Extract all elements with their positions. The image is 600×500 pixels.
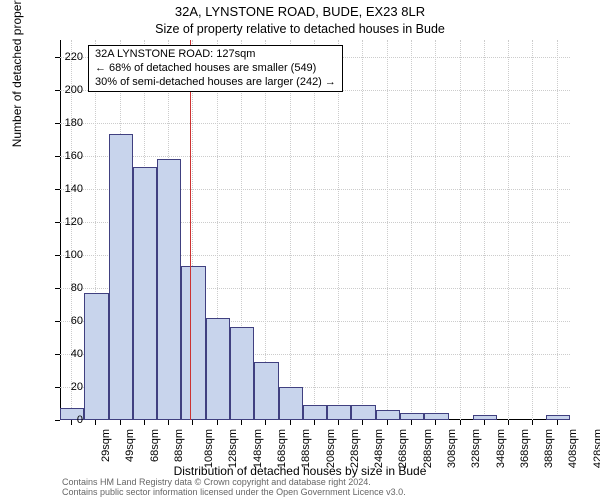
- x-tick: [557, 420, 558, 425]
- histogram-bar: [400, 413, 424, 420]
- y-tick-label: 120: [53, 216, 83, 228]
- histogram-bar: [181, 266, 205, 420]
- x-tick: [217, 420, 218, 425]
- gridline-vertical: [532, 40, 533, 420]
- y-tick-label: 180: [53, 117, 83, 129]
- x-tick-label: 408sqm: [567, 429, 579, 468]
- y-tick-label: 160: [53, 150, 83, 162]
- x-tick: [435, 420, 436, 425]
- x-tick: [192, 420, 193, 425]
- x-tick-label: 368sqm: [519, 429, 531, 468]
- reference-line: [190, 40, 191, 420]
- x-tick-label: 228sqm: [349, 429, 361, 468]
- annotation-line: 30% of semi-detached houses are larger (…: [95, 76, 336, 90]
- x-tick-label: 428sqm: [592, 429, 600, 468]
- y-tick-label: 0: [53, 414, 83, 426]
- y-axis-line: [60, 40, 61, 420]
- x-tick-label: 29sqm: [100, 429, 112, 462]
- gridline-vertical: [557, 40, 558, 420]
- chart-title-main: 32A, LYNSTONE ROAD, BUDE, EX23 8LR: [0, 4, 600, 19]
- x-tick-label: 168sqm: [276, 429, 288, 468]
- gridline-vertical: [290, 40, 291, 420]
- x-tick-label: 268sqm: [397, 429, 409, 468]
- x-tick: [532, 420, 533, 425]
- x-tick-label: 388sqm: [543, 429, 555, 468]
- x-tick: [290, 420, 291, 425]
- y-tick-label: 80: [53, 282, 83, 294]
- gridline-vertical: [314, 40, 315, 420]
- gridline-vertical: [387, 40, 388, 420]
- gridline-vertical: [460, 40, 461, 420]
- x-tick-label: 348sqm: [495, 429, 507, 468]
- histogram-bar: [303, 405, 327, 420]
- histogram-bar: [157, 159, 181, 420]
- chart-footnote: Contains HM Land Registry data © Crown c…: [62, 478, 406, 498]
- x-tick: [460, 420, 461, 425]
- footnote-line-2: Contains public sector information licen…: [62, 487, 406, 497]
- histogram-bar: [84, 293, 108, 420]
- x-tick: [338, 420, 339, 425]
- x-tick-label: 108sqm: [203, 429, 215, 468]
- histogram-bar: [230, 327, 254, 420]
- histogram-chart: 32A, LYNSTONE ROAD, BUDE, EX23 8LR Size …: [0, 0, 600, 500]
- gridline-vertical: [338, 40, 339, 420]
- y-tick-label: 220: [53, 51, 83, 63]
- y-tick-label: 60: [53, 315, 83, 327]
- y-tick-label: 200: [53, 84, 83, 96]
- y-tick-label: 20: [53, 381, 83, 393]
- gridline-horizontal: [60, 123, 570, 124]
- histogram-bar: [473, 415, 497, 420]
- x-tick-label: 288sqm: [422, 429, 434, 468]
- x-tick: [508, 420, 509, 425]
- gridline-vertical: [71, 40, 72, 420]
- x-tick-label: 248sqm: [373, 429, 385, 468]
- plot-area: 32A LYNSTONE ROAD: 127sqm← 68% of detach…: [60, 40, 570, 420]
- x-tick: [120, 420, 121, 425]
- x-tick: [411, 420, 412, 425]
- x-tick: [362, 420, 363, 425]
- histogram-bar: [109, 134, 133, 420]
- x-tick: [484, 420, 485, 425]
- histogram-bar: [376, 410, 400, 420]
- x-tick: [265, 420, 266, 425]
- annotation-line: ← 68% of detached houses are smaller (54…: [95, 62, 336, 76]
- x-tick-label: 328sqm: [470, 429, 482, 468]
- x-tick-label: 68sqm: [149, 429, 161, 462]
- x-tick-label: 128sqm: [227, 429, 239, 468]
- histogram-bar: [206, 318, 230, 420]
- x-tick: [168, 420, 169, 425]
- x-tick-label: 188sqm: [300, 429, 312, 468]
- x-tick-label: 88sqm: [173, 429, 185, 462]
- histogram-bar: [546, 415, 570, 420]
- x-tick-label: 148sqm: [252, 429, 264, 468]
- footnote-line-1: Contains HM Land Registry data © Crown c…: [62, 477, 371, 487]
- y-tick-label: 140: [53, 183, 83, 195]
- histogram-bar: [279, 387, 303, 420]
- gridline-vertical: [508, 40, 509, 420]
- gridline-vertical: [484, 40, 485, 420]
- histogram-bar: [133, 167, 157, 420]
- x-tick-label: 208sqm: [325, 429, 337, 468]
- gridline-vertical: [411, 40, 412, 420]
- y-tick-label: 40: [53, 348, 83, 360]
- gridline-vertical: [362, 40, 363, 420]
- x-tick: [387, 420, 388, 425]
- gridline-horizontal: [60, 156, 570, 157]
- x-tick: [314, 420, 315, 425]
- y-axis-label: Number of detached properties: [10, 0, 24, 147]
- x-tick: [241, 420, 242, 425]
- y-tick-label: 100: [53, 249, 83, 261]
- annotation-box: 32A LYNSTONE ROAD: 127sqm← 68% of detach…: [88, 45, 343, 92]
- annotation-line: 32A LYNSTONE ROAD: 127sqm: [95, 48, 336, 62]
- x-tick-label: 49sqm: [124, 429, 136, 462]
- histogram-bar: [351, 405, 375, 420]
- histogram-bar: [327, 405, 351, 420]
- x-tick: [95, 420, 96, 425]
- x-tick-label: 308sqm: [446, 429, 458, 468]
- histogram-bar: [424, 413, 448, 420]
- histogram-bar: [254, 362, 278, 420]
- gridline-vertical: [435, 40, 436, 420]
- chart-title-sub: Size of property relative to detached ho…: [0, 22, 600, 36]
- x-tick: [144, 420, 145, 425]
